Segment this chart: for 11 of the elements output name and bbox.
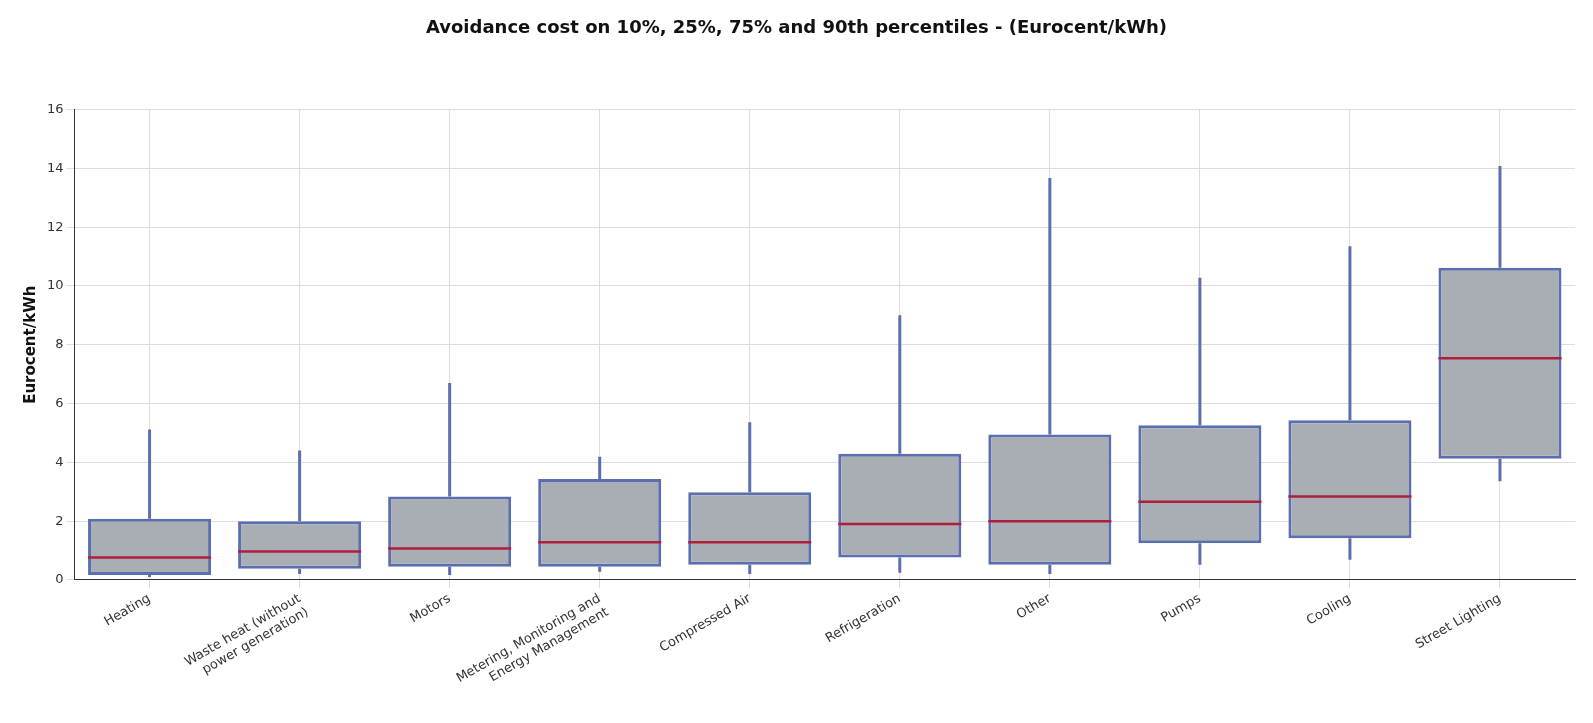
chart-title: Avoidance cost on 10%, 25%, 75% and 90th percentiles - (Eurocent/kWh) [425, 16, 1168, 38]
y-tick-label: 14 [47, 159, 64, 175]
y-tick-label: 6 [55, 394, 64, 410]
y-tick-label: 0 [55, 571, 64, 587]
y-axis-title: Eurocent/kWh [20, 285, 39, 404]
y-tick-label: 4 [55, 453, 64, 469]
y-tick-label: 12 [47, 218, 64, 234]
y-tick-label: 2 [55, 512, 64, 528]
y-tick-label: 16 [47, 100, 64, 116]
y-tick-label: 10 [47, 277, 64, 293]
y-tick-label: 8 [55, 336, 64, 352]
